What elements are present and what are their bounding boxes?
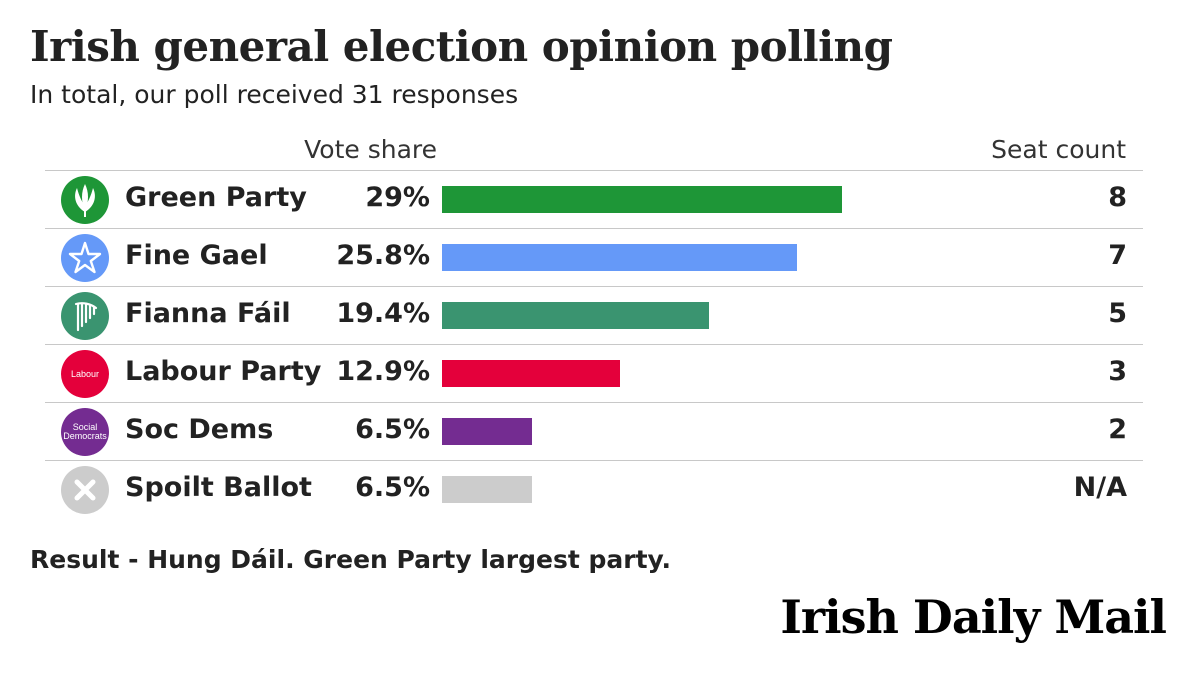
vote-share-label: 19.4% bbox=[336, 298, 430, 329]
table-row: Labour Labour Party 12.9% 3 bbox=[45, 344, 1143, 402]
vote-share-label: 6.5% bbox=[355, 472, 430, 503]
fianna-fail-logo-icon bbox=[61, 292, 109, 340]
party-name: Soc Dems bbox=[125, 414, 274, 445]
chart-title: Irish general election opinion polling bbox=[30, 22, 893, 71]
vote-share-label: 29% bbox=[365, 182, 430, 213]
soc-dems-logo-icon: Social Democrats bbox=[61, 408, 109, 456]
column-header-vote-share: Vote share bbox=[304, 135, 437, 164]
table-row: Social Democrats Soc Dems 6.5% 2 bbox=[45, 402, 1143, 460]
party-name: Fine Gael bbox=[125, 240, 268, 271]
chart-subtitle: In total, our poll received 31 responses bbox=[30, 80, 519, 109]
table-row: Fianna Fáil 19.4% 5 bbox=[45, 286, 1143, 344]
vote-share-label: 12.9% bbox=[336, 356, 430, 387]
party-name: Spoilt Ballot bbox=[125, 472, 312, 503]
logo-text: Social Democrats bbox=[63, 422, 107, 441]
brand-logo: Irish Daily Mail bbox=[780, 590, 1167, 644]
vote-share-bar bbox=[442, 186, 842, 213]
result-note: Result - Hung Dáil. Green Party largest … bbox=[30, 545, 672, 574]
cross-icon bbox=[61, 466, 109, 514]
vote-share-bar bbox=[442, 360, 620, 387]
column-header-seat-count: Seat count bbox=[991, 135, 1126, 164]
vote-share-bar bbox=[442, 418, 532, 445]
party-name: Green Party bbox=[125, 182, 307, 213]
poll-table: Green Party 29% 8 Fine Gael 25.8% 7 bbox=[45, 170, 1143, 518]
vote-share-label: 25.8% bbox=[336, 240, 430, 271]
seat-count: 2 bbox=[1108, 414, 1127, 445]
table-row: Fine Gael 25.8% 7 bbox=[45, 228, 1143, 286]
table-row: Spoilt Ballot 6.5% N/A bbox=[45, 460, 1143, 518]
labour-logo-icon: Labour bbox=[61, 350, 109, 398]
seat-count: N/A bbox=[1073, 472, 1127, 503]
vote-share-label: 6.5% bbox=[355, 414, 430, 445]
table-row: Green Party 29% 8 bbox=[45, 170, 1143, 228]
seat-count: 8 bbox=[1108, 182, 1127, 213]
party-name: Fianna Fáil bbox=[125, 298, 291, 329]
seat-count: 3 bbox=[1108, 356, 1127, 387]
fine-gael-logo-icon bbox=[61, 234, 109, 282]
seat-count: 5 bbox=[1108, 298, 1127, 329]
green-party-logo-icon bbox=[61, 176, 109, 224]
party-name: Labour Party bbox=[125, 356, 322, 387]
logo-text: Labour bbox=[70, 368, 100, 379]
seat-count: 7 bbox=[1108, 240, 1127, 271]
vote-share-bar bbox=[442, 476, 532, 503]
vote-share-bar bbox=[442, 244, 798, 271]
vote-share-bar bbox=[442, 302, 710, 329]
